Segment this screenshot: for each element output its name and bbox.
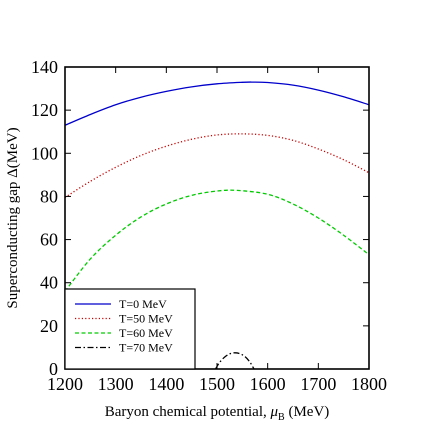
y-tick-label: 40 xyxy=(40,273,58,293)
y-tick-label: 60 xyxy=(40,230,58,250)
ticks-layer: 1200 1300 1400 1500 1600 1700 1800 0 20 40 60 80 100… xyxy=(31,57,387,394)
y-tick-label: 100 xyxy=(31,143,58,163)
x-tick-label: 1500 xyxy=(199,374,235,394)
x-tick-label: 1700 xyxy=(300,374,336,394)
x-tick-label: 1400 xyxy=(148,374,184,394)
x-tick-label: 1200 xyxy=(47,374,83,394)
legend-box xyxy=(64,288,196,370)
series-line-1 xyxy=(65,81,369,126)
y-tick-label: 80 xyxy=(40,186,58,206)
x-tick-label: 1300 xyxy=(98,374,134,394)
legend-label: T=70 MeV xyxy=(119,341,173,355)
y-axis-title: Superconducting gap Δ(MeV) xyxy=(5,127,21,308)
x-tick-label: 1600 xyxy=(250,374,286,394)
plot-frame xyxy=(64,66,370,370)
series-line-4 xyxy=(214,352,255,369)
y-tick-label: 0 xyxy=(49,359,58,379)
x-tick-label: 1800 xyxy=(351,374,387,394)
series-line-2 xyxy=(65,133,369,199)
legend-label: T=50 MeV xyxy=(119,312,173,326)
series-line-3 xyxy=(65,189,369,292)
y-tick-label: 140 xyxy=(31,57,58,77)
y-tick-label: 120 xyxy=(31,100,58,120)
series-layer xyxy=(65,81,369,369)
legend-label: T=60 MeV xyxy=(119,326,173,340)
legend-label: T=0 MeV xyxy=(119,297,167,311)
x-axis-title: Baryon chemical potential, μB (MeV) xyxy=(105,404,330,423)
y-tick-label: 20 xyxy=(40,316,58,336)
